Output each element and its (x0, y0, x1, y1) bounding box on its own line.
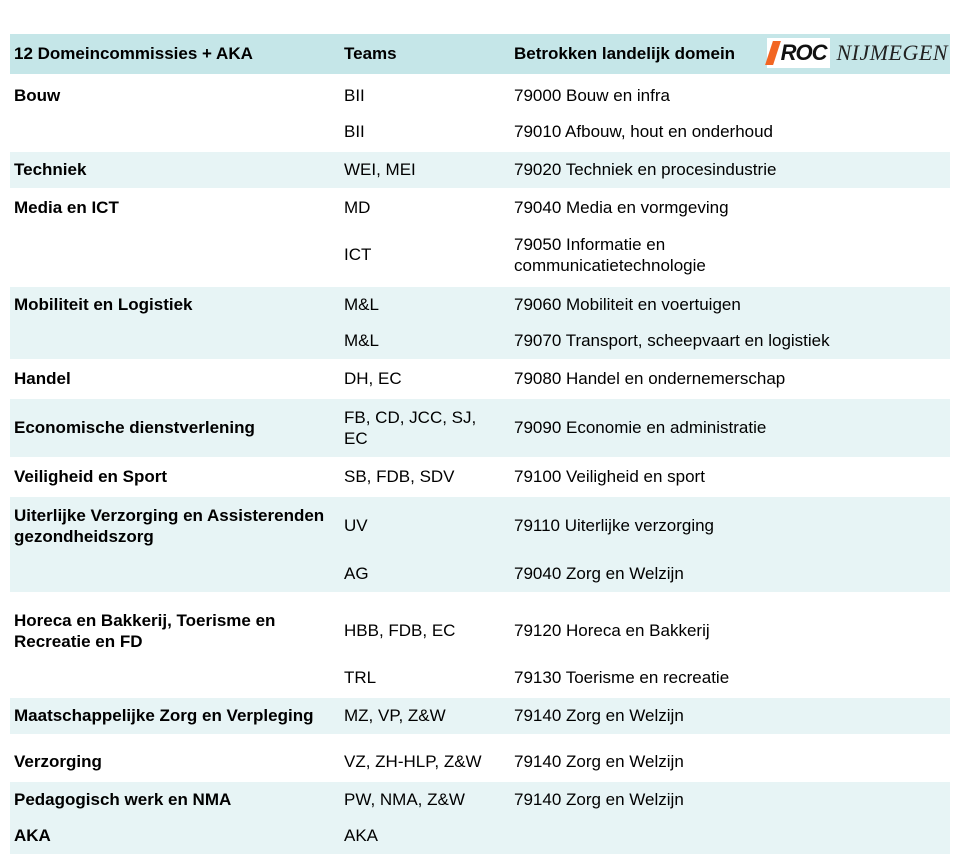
cell-teams: FB, CD, JCC, SJ,EC (340, 398, 510, 459)
cell-domein: Economische dienstverlening (10, 398, 340, 459)
cell-domein (10, 556, 340, 593)
cell-domein (10, 660, 340, 697)
cell-teams: TRL (340, 660, 510, 697)
table-row: Mobiliteit en LogistiekM&L79060 Mobilite… (10, 286, 950, 323)
cell-betrokken: 79140 Zorg en Welzijn (510, 697, 950, 735)
cell-domein: Techniek (10, 151, 340, 189)
cell-domein: Maatschappelijke Zorg en Verpleging (10, 697, 340, 735)
cell-domein: Media en ICT (10, 189, 340, 226)
cell-betrokken: 79140 Zorg en Welzijn (510, 735, 950, 781)
cell-domein: Handel (10, 360, 340, 398)
cell-domein: Uiterlijke Verzorging en Assisterendenge… (10, 496, 340, 556)
cell-betrokken: 79020 Techniek en procesindustrie (510, 151, 950, 189)
cell-teams: AG (340, 556, 510, 593)
table-row: Pedagogisch werk en NMAPW, NMA, Z&W79140… (10, 781, 950, 818)
logo: ROC NIJMEGEN (767, 38, 948, 68)
cell-teams: BII (340, 114, 510, 151)
table-row: Economische dienstverleningFB, CD, JCC, … (10, 398, 950, 459)
logo-box: ROC (767, 38, 831, 68)
table-row: Horeca en Bakkerij, Toerisme enRecreatie… (10, 593, 950, 661)
cell-betrokken: 79130 Toerisme en recreatie (510, 660, 950, 697)
cell-betrokken: 79120 Horeca en Bakkerij (510, 593, 950, 661)
cell-betrokken: 79080 Handel en ondernemerschap (510, 360, 950, 398)
table-row: ICT79050 Informatie encommunicatietechno… (10, 226, 950, 286)
cell-teams: BII (340, 76, 510, 114)
cell-teams: M&L (340, 286, 510, 323)
cell-domein (10, 323, 340, 360)
cell-domein: Bouw (10, 76, 340, 114)
table-row: TechniekWEI, MEI79020 Techniek en proces… (10, 151, 950, 189)
cell-betrokken: 79000 Bouw en infra (510, 76, 950, 114)
cell-teams: PW, NMA, Z&W (340, 781, 510, 818)
cell-domein: Mobiliteit en Logistiek (10, 286, 340, 323)
cell-domein: Pedagogisch werk en NMA (10, 781, 340, 818)
cell-teams: DH, EC (340, 360, 510, 398)
cell-betrokken: 79040 Zorg en Welzijn (510, 556, 950, 593)
logo-brand: ROC (781, 40, 827, 66)
table-row: TRL79130 Toerisme en recreatie (10, 660, 950, 697)
cell-teams: AKA (340, 818, 510, 854)
cell-teams: WEI, MEI (340, 151, 510, 189)
table-row: BII79010 Afbouw, hout en onderhoud (10, 114, 950, 151)
logo-city: NIJMEGEN (836, 40, 948, 66)
col-header-domein: 12 Domeincommissies + AKA (10, 34, 340, 76)
cell-teams: VZ, ZH-HLP, Z&W (340, 735, 510, 781)
cell-betrokken: 79040 Media en vormgeving (510, 189, 950, 226)
cell-teams: UV (340, 496, 510, 556)
cell-domein (10, 226, 340, 286)
cell-teams: HBB, FDB, EC (340, 593, 510, 661)
cell-betrokken: 79100 Veiligheid en sport (510, 458, 950, 496)
table-body: BouwBII79000 Bouw en infraBII79010 Afbou… (10, 76, 950, 854)
logo-accent-bar (765, 41, 781, 65)
cell-betrokken: 79090 Economie en administratie (510, 398, 950, 459)
table-row: M&L79070 Transport, scheepvaart en logis… (10, 323, 950, 360)
table-row: AG79040 Zorg en Welzijn (10, 556, 950, 593)
table-row: Maatschappelijke Zorg en VerplegingMZ, V… (10, 697, 950, 735)
col-header-teams: Teams (340, 34, 510, 76)
cell-teams: MD (340, 189, 510, 226)
table-row: Media en ICTMD79040 Media en vormgeving (10, 189, 950, 226)
cell-teams: M&L (340, 323, 510, 360)
cell-domein: AKA (10, 818, 340, 854)
table-row: HandelDH, EC79080 Handel en ondernemersc… (10, 360, 950, 398)
cell-teams: MZ, VP, Z&W (340, 697, 510, 735)
cell-betrokken: 79140 Zorg en Welzijn (510, 781, 950, 818)
domain-table: 12 Domeincommissies + AKA Teams Betrokke… (10, 34, 950, 854)
table-row: BouwBII79000 Bouw en infra (10, 76, 950, 114)
cell-betrokken: 79050 Informatie encommunicatietechnolog… (510, 226, 950, 286)
cell-betrokken: 79010 Afbouw, hout en onderhoud (510, 114, 950, 151)
cell-domein: Veiligheid en Sport (10, 458, 340, 496)
cell-teams: ICT (340, 226, 510, 286)
cell-betrokken: 79070 Transport, scheepvaart en logistie… (510, 323, 950, 360)
table-row: VerzorgingVZ, ZH-HLP, Z&W79140 Zorg en W… (10, 735, 950, 781)
cell-domein (10, 114, 340, 151)
cell-domein: Verzorging (10, 735, 340, 781)
table-row: AKAAKA (10, 818, 950, 854)
table-row: Veiligheid en SportSB, FDB, SDV79100 Vei… (10, 458, 950, 496)
cell-betrokken: 79110 Uiterlijke verzorging (510, 496, 950, 556)
cell-betrokken: 79060 Mobiliteit en voertuigen (510, 286, 950, 323)
table-row: Uiterlijke Verzorging en Assisterendenge… (10, 496, 950, 556)
cell-betrokken (510, 818, 950, 854)
cell-teams: SB, FDB, SDV (340, 458, 510, 496)
cell-domein: Horeca en Bakkerij, Toerisme enRecreatie… (10, 593, 340, 661)
